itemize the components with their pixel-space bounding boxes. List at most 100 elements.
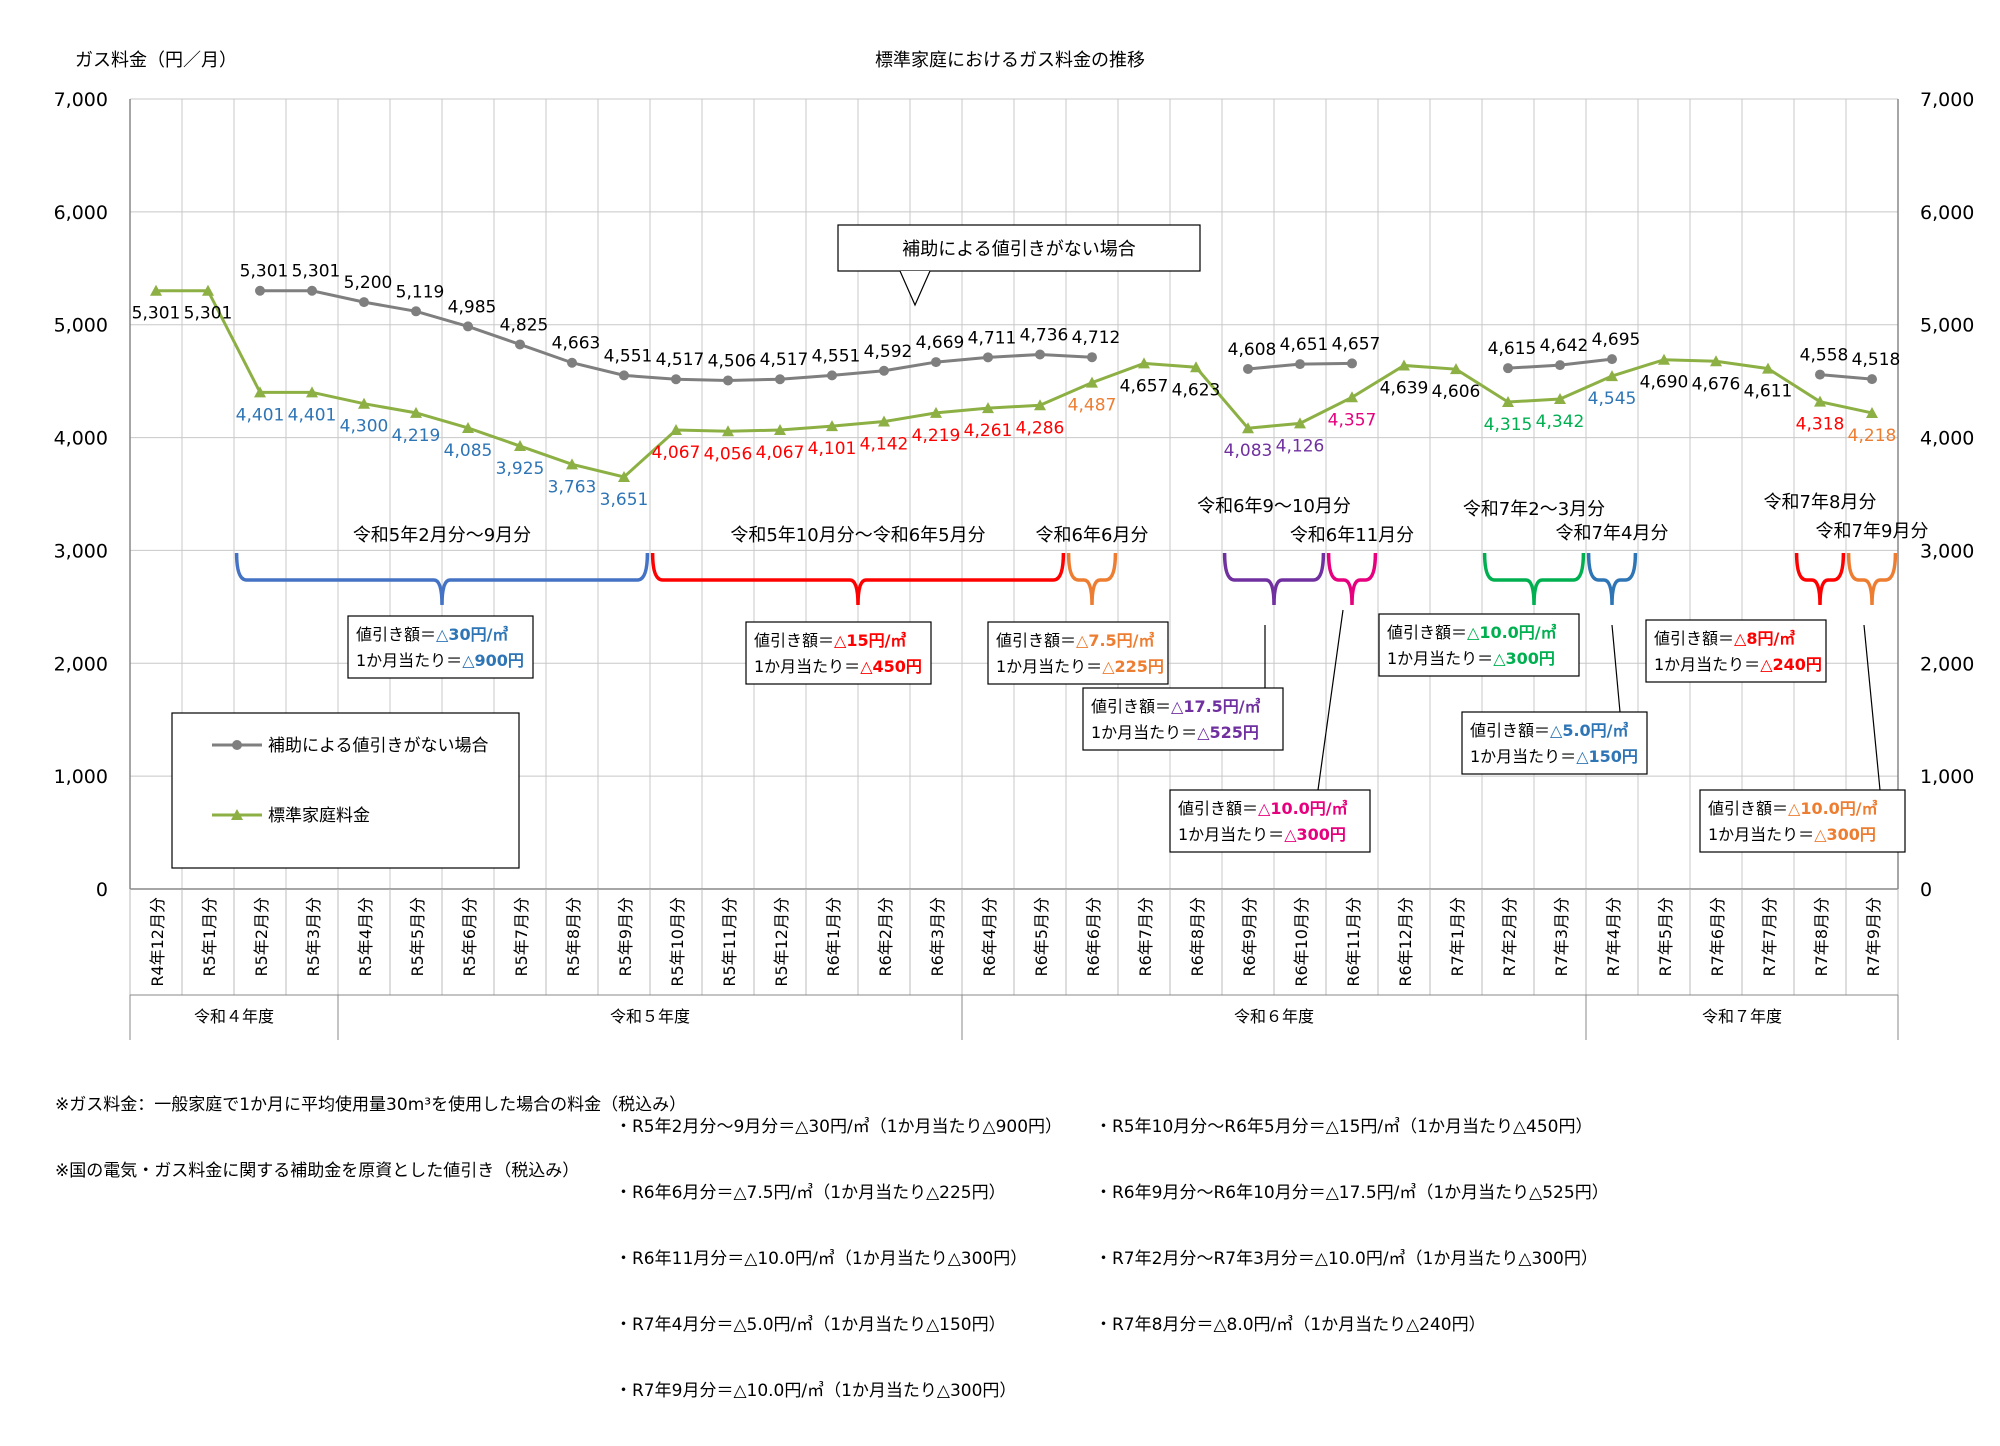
discount-rate-text: 値引き額＝△5.0円/㎥: [1470, 721, 1629, 740]
standard-data-label: 4,219: [392, 426, 441, 446]
x-tick-label: R6年1月分: [824, 897, 843, 976]
standard-triangle-marker: [1502, 396, 1514, 408]
period-label: 令和6年9～10月分: [1197, 496, 1351, 517]
x-tick-label: R5年3月分: [304, 897, 323, 976]
no-subsidy-data-label: 4,592: [864, 342, 913, 362]
no-subsidy-data-label: 4,558: [1800, 346, 1849, 366]
no-subsidy-data-label: 4,695: [1592, 330, 1641, 350]
standard-triangle-marker: [1346, 391, 1358, 403]
callout-pointer: [899, 270, 931, 307]
standard-data-label: 4,606: [1432, 382, 1481, 402]
x-tick-label: R7年4月分: [1604, 897, 1623, 976]
standard-triangle-marker: [1658, 353, 1670, 365]
callout-box: [837, 224, 1201, 272]
legend-label: 補助による値引きがない場合: [268, 736, 489, 756]
standard-triangle-marker: [982, 402, 994, 414]
standard-triangle-marker: [306, 386, 318, 398]
standard-triangle-marker: [254, 386, 266, 398]
no-subsidy-data-label: 5,301: [292, 262, 341, 282]
y-tick-label-left: 1,000: [54, 766, 108, 788]
no-subsidy-circle-marker: [255, 285, 265, 296]
standard-data-label: 4,690: [1640, 373, 1689, 393]
standard-triangle-marker: [878, 415, 890, 427]
no-subsidy-data-label: 4,663: [552, 334, 601, 354]
discount-monthly-text: 1か月当たり＝△300円: [1708, 825, 1876, 844]
standard-triangle-marker: [1398, 359, 1410, 371]
x-tick-label: R7年8月分: [1812, 897, 1831, 976]
x-tick-label: R5年1月分: [200, 897, 219, 976]
standard-data-label: 4,083: [1224, 441, 1273, 461]
x-tick-label: R4年12月分: [148, 897, 167, 987]
footnote-line1: ※ガス料金：一般家庭で1か月に平均使用量30m³を使用した場合の料金（税込み）: [55, 1095, 687, 1115]
discount-rate-text: 値引き額＝△10.0円/㎥: [1708, 799, 1878, 818]
period-brace: [234, 552, 650, 606]
standard-triangle-marker: [410, 406, 422, 418]
callout-text: 補助による値引きがない場合: [902, 239, 1135, 260]
period-label: 令和6年11月分: [1290, 525, 1414, 546]
legend-marker-standard: [231, 809, 243, 820]
discount-monthly-text: 1か月当たり＝△150円: [1470, 747, 1638, 766]
footnote-item: ・R5年2月分～9月分＝△30円/㎥（1か月当たり△900円）: [615, 1117, 1063, 1137]
discount-rate-text: 値引き額＝△15円/㎥: [754, 631, 906, 650]
no-subsidy-circle-marker: [931, 357, 941, 368]
standard-triangle-marker: [1762, 362, 1774, 374]
standard-triangle-marker: [1034, 399, 1046, 411]
standard-data-label: 4,487: [1068, 396, 1117, 416]
y-tick-label-right: 5,000: [1920, 315, 1974, 337]
standard-triangle-marker: [1606, 370, 1618, 382]
fiscal-year-label: 令和７年度: [1702, 1007, 1782, 1026]
standard-data-label: 4,126: [1276, 436, 1325, 456]
legend-marker-no-subsidy: [232, 740, 242, 750]
no-subsidy-data-label: 4,825: [500, 315, 549, 335]
x-tick-label: R5年8月分: [564, 897, 583, 976]
y-tick-label-right: 4,000: [1920, 428, 1974, 450]
period-brace: [1846, 552, 1898, 606]
x-tick-label: R5年9月分: [616, 897, 635, 976]
x-tick-label: R5年10月分: [668, 897, 687, 987]
chart-title: 標準家庭におけるガス料金の推移: [875, 50, 1145, 71]
fiscal-year-label: 令和５年度: [610, 1007, 690, 1026]
discount-info-box: [1378, 613, 1580, 677]
standard-data-label: 4,056: [704, 444, 753, 464]
no-subsidy-circle-marker: [359, 297, 369, 308]
standard-triangle-marker: [462, 421, 474, 433]
y-tick-label-right: 7,000: [1920, 89, 1974, 111]
discount-monthly-text: 1か月当たり＝△900円: [356, 651, 524, 670]
discount-info-box: [745, 621, 932, 685]
period-brace: [650, 552, 1066, 606]
x-tick-label: R5年11月分: [720, 897, 739, 987]
y-tick-label-left: 3,000: [54, 540, 108, 562]
discount-rate-text: 値引き額＝△10.0円/㎥: [1178, 799, 1348, 818]
no-subsidy-data-label: 4,669: [916, 333, 965, 353]
standard-data-label: 4,219: [912, 426, 961, 446]
x-tick-label: R6年10月分: [1292, 897, 1311, 987]
standard-triangle-marker: [1190, 361, 1202, 373]
no-subsidy-data-label: 4,517: [656, 350, 705, 370]
footnote-item: ・R7年9月分＝△10.0円/㎥（1か月当たり△300円）: [615, 1381, 1017, 1401]
period-brace: [1326, 552, 1378, 606]
period-label: 令和7年2～3月分: [1463, 499, 1605, 520]
no-subsidy-circle-marker: [1347, 358, 1357, 369]
discount-info-box: [347, 615, 534, 679]
discount-monthly-text: 1か月当たり＝△525円: [1091, 723, 1259, 742]
standard-data-label: 4,067: [756, 443, 805, 463]
footnote-item: ・R7年8月分＝△8.0円/㎥（1か月当たり△240円）: [1095, 1315, 1486, 1335]
y-tick-label-right: 6,000: [1920, 202, 1974, 224]
standard-data-label: 4,342: [1536, 412, 1585, 432]
no-subsidy-data-label: 4,551: [812, 346, 861, 366]
standard-data-label: 5,301: [184, 304, 233, 324]
period-brace: [1586, 552, 1638, 606]
no-subsidy-data-label: 4,651: [1280, 335, 1329, 355]
x-tick-label: R6年6月分: [1084, 897, 1103, 976]
discount-monthly-text: 1か月当たり＝△300円: [1387, 649, 1555, 668]
x-tick-label: R6年2月分: [876, 897, 895, 976]
footnote-list-right: ・R5年10月分～R6年5月分＝△15円/㎥（1か月当たり△450円） ・R6年…: [1095, 1072, 1609, 1380]
no-subsidy-data-label: 4,736: [1020, 326, 1069, 346]
standard-triangle-marker: [1866, 406, 1878, 418]
discount-rate-text: 値引き額＝△30円/㎥: [356, 625, 508, 644]
no-subsidy-circle-marker: [1867, 374, 1877, 385]
standard-data-label: 4,657: [1120, 376, 1169, 396]
y-tick-label-left: 4,000: [54, 428, 108, 450]
no-subsidy-data-label: 5,119: [396, 282, 445, 302]
y-axis-label: ガス料金（円／月）: [75, 50, 237, 71]
